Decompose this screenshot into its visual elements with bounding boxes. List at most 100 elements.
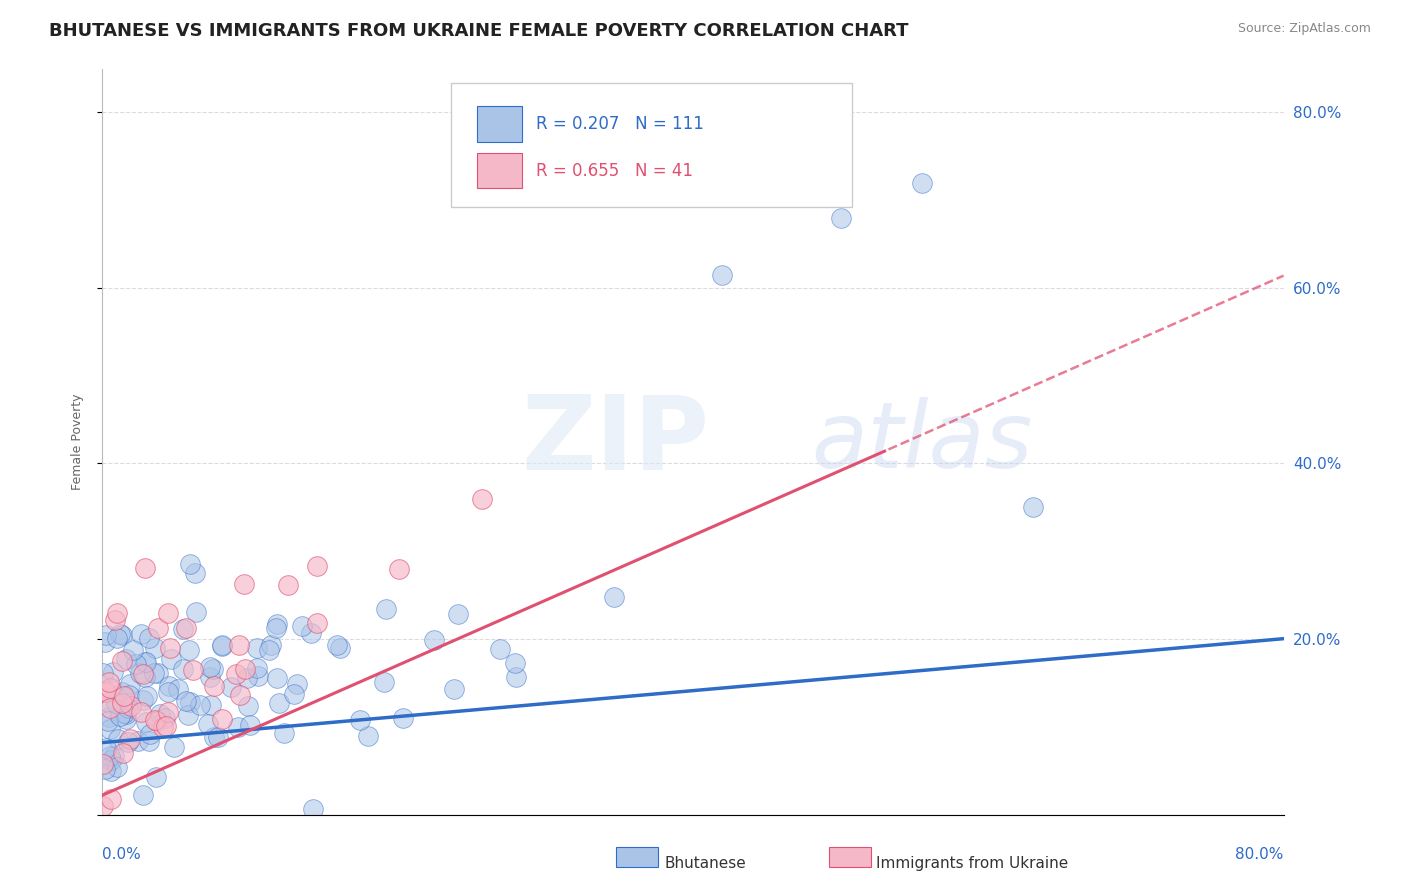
Point [291, 618, 314, 632]
Point [229, 688, 252, 702]
Point [299, 626, 322, 640]
Point [260, 638, 283, 652]
Point [239, 718, 262, 732]
Point [603, 590, 626, 604]
Point [94, 741, 117, 756]
Bar [477, 106, 522, 142]
Point [132, 789, 155, 803]
Point [225, 667, 247, 681]
Point [135, 690, 157, 704]
Text: R = 0.655   N = 41: R = 0.655 N = 41 [536, 161, 693, 179]
Text: BHUTANESE VS IMMIGRANTS FROM UKRAINE FEMALE POVERTY CORRELATION CHART: BHUTANESE VS IMMIGRANTS FROM UKRAINE FEM… [49, 22, 908, 40]
Point [153, 711, 176, 725]
Point [374, 602, 396, 616]
Point [503, 656, 526, 670]
Point [146, 666, 169, 681]
Point [233, 577, 256, 591]
Point [198, 670, 221, 684]
Point [152, 720, 174, 734]
Point [211, 640, 233, 654]
Point [132, 692, 155, 706]
FancyBboxPatch shape [451, 84, 852, 207]
Point [326, 638, 349, 652]
Bar [477, 153, 522, 188]
Point [202, 679, 225, 693]
Point [100, 753, 122, 767]
Text: 0.0%: 0.0% [103, 847, 141, 863]
Bar [830, 847, 872, 867]
Point [110, 709, 132, 723]
Point [219, 680, 242, 694]
Point [163, 739, 186, 754]
Point [97, 714, 120, 728]
Point [207, 730, 229, 744]
Point [830, 211, 852, 225]
Point [228, 720, 250, 734]
Point [373, 674, 395, 689]
Point [115, 707, 138, 722]
Point [97, 695, 120, 709]
Point [198, 660, 221, 674]
Point [273, 725, 295, 739]
Point [117, 701, 139, 715]
Point [98, 701, 121, 715]
Point [120, 676, 142, 690]
Point [129, 705, 152, 719]
Point [305, 559, 328, 574]
Point [122, 643, 145, 657]
Point [443, 682, 465, 697]
Text: R = 0.207   N = 111: R = 0.207 N = 111 [536, 115, 703, 133]
Point [177, 643, 200, 657]
Point [128, 665, 150, 680]
Point [103, 749, 125, 764]
Point [156, 606, 179, 620]
Point [111, 746, 134, 760]
Point [115, 712, 138, 726]
Point [104, 613, 127, 627]
Point [357, 729, 380, 743]
Point [267, 696, 290, 710]
Point [202, 730, 225, 744]
Point [139, 727, 162, 741]
Point [176, 621, 198, 635]
Point [228, 638, 250, 652]
Point [134, 561, 156, 575]
Point [392, 711, 415, 725]
Point [94, 683, 117, 698]
Point [505, 670, 527, 684]
Point [149, 707, 172, 722]
Point [176, 708, 198, 723]
Point [96, 628, 118, 642]
Point [120, 699, 142, 714]
Point [157, 685, 180, 699]
Point [197, 717, 219, 731]
Point [98, 710, 121, 724]
Point [138, 733, 160, 747]
Point [174, 694, 197, 708]
Point [138, 631, 160, 645]
Point [157, 679, 180, 693]
Point [155, 719, 177, 733]
Text: ZIP: ZIP [522, 391, 710, 492]
Point [188, 698, 211, 712]
Point [135, 714, 157, 729]
Point [100, 681, 122, 695]
Point [911, 176, 934, 190]
Point [105, 759, 128, 773]
Point [104, 696, 127, 710]
Point [145, 771, 167, 785]
Point [489, 641, 512, 656]
Point [211, 638, 233, 652]
Point [112, 706, 135, 720]
Y-axis label: Female Poverty: Female Poverty [72, 393, 84, 490]
Point [117, 734, 139, 748]
Point [107, 732, 129, 747]
Point [257, 642, 280, 657]
Point [143, 713, 166, 727]
Point [349, 713, 371, 727]
Point [110, 655, 132, 669]
Point [120, 731, 142, 746]
Point [103, 665, 125, 679]
Text: atlas: atlas [811, 397, 1032, 486]
Point [105, 606, 128, 620]
